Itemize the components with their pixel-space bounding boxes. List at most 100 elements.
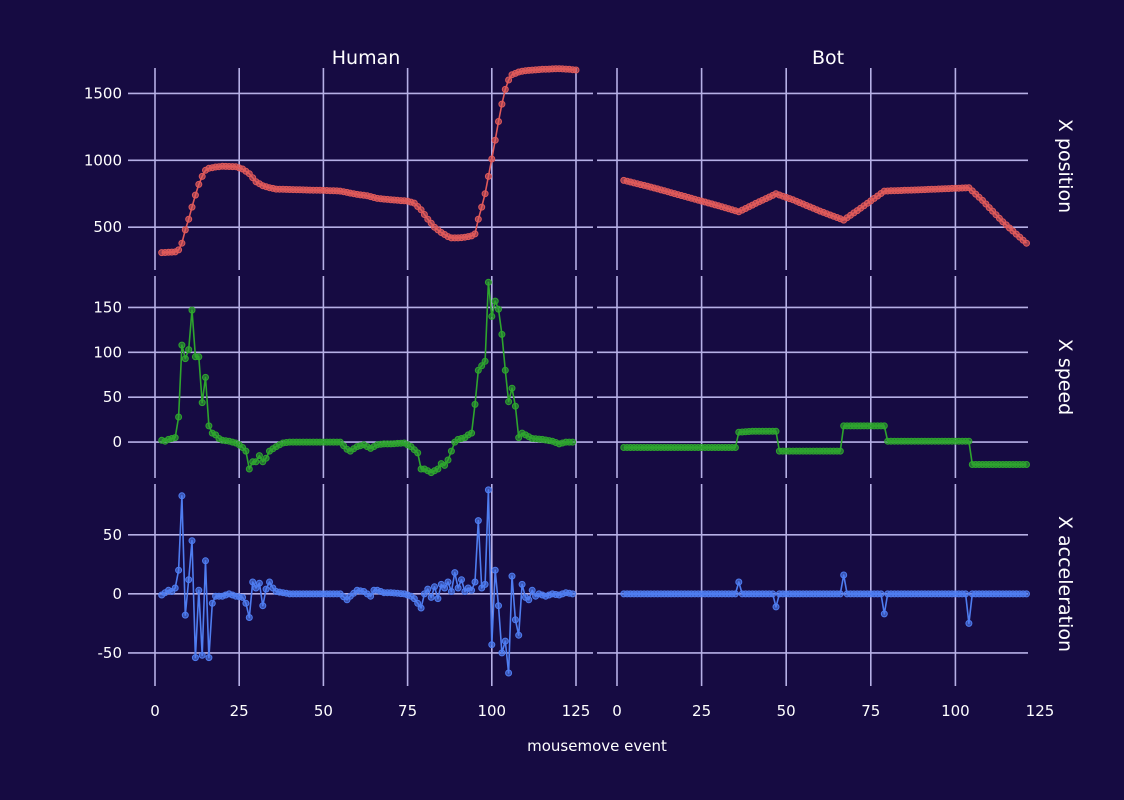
data-point — [965, 437, 973, 445]
series-line — [161, 489, 573, 674]
data-point — [424, 585, 432, 593]
data-point — [731, 590, 739, 598]
x-tick-label: 25 — [230, 702, 249, 720]
data-point — [468, 429, 476, 437]
data-point — [511, 616, 519, 624]
data-point — [508, 572, 516, 580]
y-tick-label: 50 — [103, 388, 122, 406]
data-point — [468, 586, 476, 594]
y-tick-label: 150 — [93, 298, 122, 316]
data-point — [195, 353, 203, 361]
data-point — [252, 584, 260, 592]
data-point — [447, 588, 455, 595]
data-point — [471, 578, 479, 586]
data-point — [202, 373, 209, 381]
data-point — [185, 215, 193, 223]
data-point — [444, 456, 452, 464]
data-point — [205, 654, 213, 662]
data-point — [478, 203, 486, 211]
data-point — [836, 447, 844, 455]
data-point — [202, 557, 209, 565]
x-tick-label: 100 — [477, 702, 506, 720]
row-strip-x-speed: X speed — [1054, 339, 1076, 415]
data-point — [255, 452, 263, 460]
data-point — [242, 599, 250, 607]
x-tick-label: 75 — [861, 702, 880, 720]
data-point — [528, 586, 536, 594]
data-point — [171, 584, 179, 592]
data-point — [488, 641, 496, 649]
data-point — [444, 578, 452, 586]
data-point — [495, 118, 502, 125]
data-point — [414, 449, 422, 457]
data-point — [572, 66, 580, 74]
facet-title-bot: Bot — [812, 47, 844, 69]
grid-layer — [128, 68, 1028, 686]
data-point — [195, 586, 203, 594]
data-point — [481, 190, 489, 198]
data-point — [474, 215, 482, 223]
data-point — [208, 599, 216, 607]
data-point — [511, 402, 519, 410]
data-point — [195, 180, 203, 188]
data-point — [451, 569, 459, 577]
y-tick-label: 50 — [103, 526, 122, 544]
data-point — [491, 566, 499, 574]
data-point — [367, 592, 375, 600]
facet-title-human: Human — [332, 47, 401, 69]
series-bot-position — [620, 176, 1030, 247]
data-point — [474, 366, 482, 374]
data-point — [266, 578, 273, 586]
data-point — [491, 297, 499, 305]
data-point — [525, 596, 533, 604]
data-point — [484, 278, 492, 286]
series-bot-accel — [620, 571, 1030, 627]
data-point — [481, 580, 489, 588]
data-point — [245, 465, 253, 473]
data-point — [198, 651, 206, 659]
y-tick-label: 1000 — [84, 151, 122, 169]
data-point — [484, 486, 492, 494]
data-point — [175, 566, 183, 574]
data-point — [441, 461, 449, 469]
data-point — [245, 614, 253, 621]
row-strip-x-position: X position — [1054, 119, 1076, 213]
data-point — [965, 619, 973, 627]
data-point — [501, 637, 509, 645]
x-axis-label: mousemove event — [527, 737, 667, 755]
data-point — [249, 578, 257, 586]
data-point — [185, 576, 193, 584]
data-point — [569, 590, 577, 598]
x-tick-label: 125 — [562, 702, 591, 720]
data-point — [178, 239, 186, 247]
data-point — [198, 399, 206, 407]
data-point — [515, 434, 523, 442]
data-point — [1023, 461, 1030, 468]
data-point — [441, 584, 449, 592]
data-point — [191, 654, 199, 662]
y-tick-label: 0 — [112, 433, 122, 451]
data-point — [1023, 590, 1030, 598]
data-point — [471, 400, 479, 408]
data-point — [188, 537, 196, 545]
x-tick-label: 50 — [314, 702, 333, 720]
data-point — [188, 306, 196, 314]
data-point — [505, 398, 513, 406]
data-point — [242, 447, 250, 455]
data-point — [410, 595, 418, 603]
data-point — [518, 580, 526, 588]
data-point — [198, 172, 206, 180]
data-point — [259, 602, 267, 610]
data-point — [255, 579, 263, 587]
data-point — [185, 346, 193, 354]
data-point — [474, 517, 482, 525]
y-tick-label: 0 — [112, 585, 122, 603]
data-point — [772, 603, 780, 611]
data-point — [458, 576, 465, 584]
data-point — [239, 593, 247, 601]
data-point — [191, 191, 199, 199]
data-point — [181, 355, 189, 363]
data-point — [962, 590, 970, 598]
